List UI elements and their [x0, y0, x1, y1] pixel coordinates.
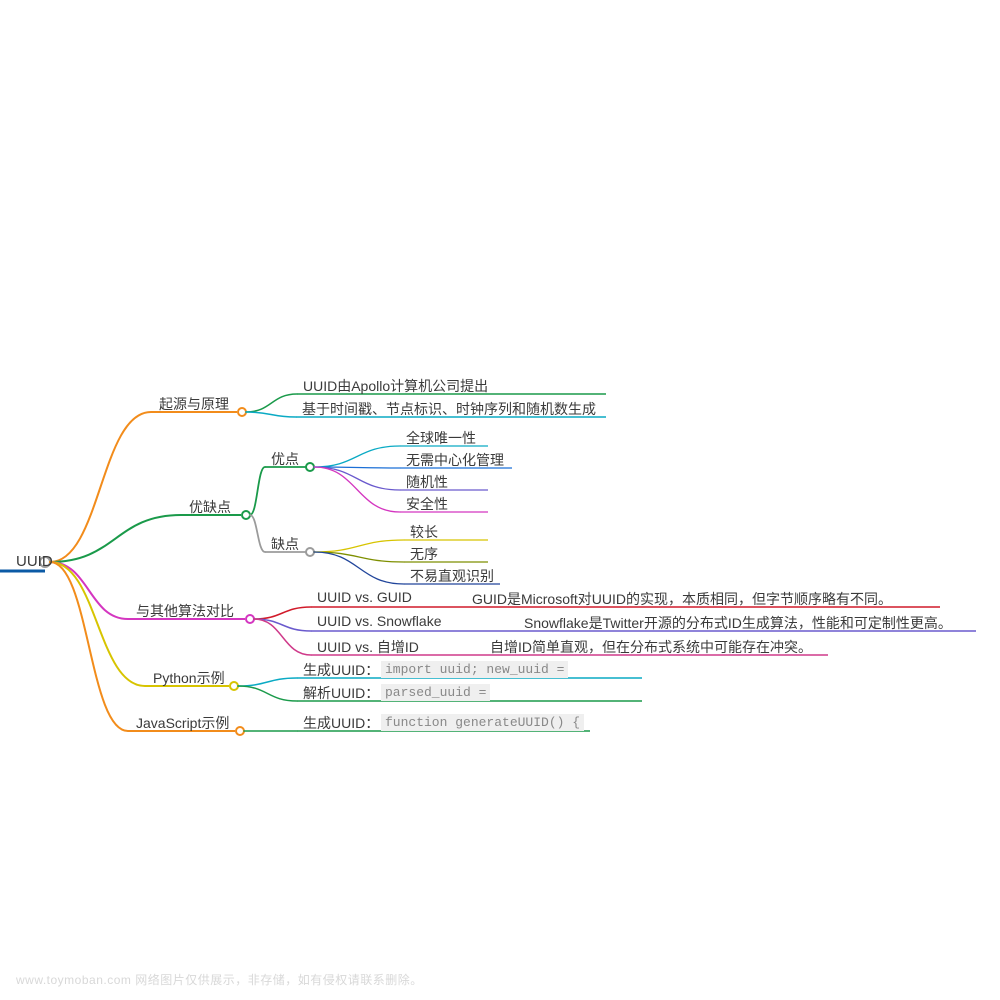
- compare-label-0: UUID vs. GUID: [317, 589, 412, 605]
- python-code-0: import uuid; new_uuid =: [381, 661, 568, 678]
- python-code-1: parsed_uuid =: [381, 684, 490, 701]
- pros-leaf-0: 全球唯一性: [406, 428, 476, 448]
- js-label-0: 生成UUID：: [303, 713, 379, 733]
- origin-leaf-1: 基于时间戳、节点标识、时钟序列和随机数生成: [302, 399, 596, 419]
- level1-origin: 起源与原理: [159, 394, 229, 414]
- level1-compare: 与其他算法对比: [136, 601, 234, 621]
- level1-python: Python示例: [153, 668, 225, 688]
- compare-desc-1: Snowflake是Twitter开源的分布式ID生成算法，性能和可定制性更高。: [524, 613, 952, 633]
- level1-js: JavaScript示例: [136, 713, 229, 733]
- root-node: UUID: [16, 553, 53, 570]
- compare-label-2: UUID vs. 自增ID: [317, 637, 419, 657]
- proscons-cons: 缺点: [271, 534, 299, 554]
- cons-leaf-2: 不易直观识别: [410, 566, 494, 586]
- level1-proscons: 优缺点: [189, 497, 231, 517]
- compare-desc-0: GUID是Microsoft对UUID的实现，本质相同，但字节顺序略有不同。: [472, 589, 892, 609]
- compare-label-1: UUID vs. Snowflake: [317, 613, 441, 629]
- compare-desc-2: 自增ID简单直观，但在分布式系统中可能存在冲突。: [490, 637, 812, 657]
- pros-leaf-1: 无需中心化管理: [406, 450, 504, 470]
- origin-leaf-0: UUID由Apollo计算机公司提出: [303, 376, 488, 396]
- watermark-text: www.toymoban.com 网络图片仅供展示，非存储，如有侵权请联系删除。: [16, 971, 423, 988]
- proscons-pros: 优点: [271, 449, 299, 469]
- python-label-1: 解析UUID：: [303, 683, 379, 703]
- python-label-0: 生成UUID：: [303, 660, 379, 680]
- pros-leaf-3: 安全性: [406, 494, 448, 514]
- cons-leaf-0: 较长: [410, 522, 438, 542]
- cons-leaf-1: 无序: [410, 544, 438, 564]
- pros-leaf-2: 随机性: [406, 472, 448, 492]
- js-code-0: function generateUUID() {: [381, 714, 584, 731]
